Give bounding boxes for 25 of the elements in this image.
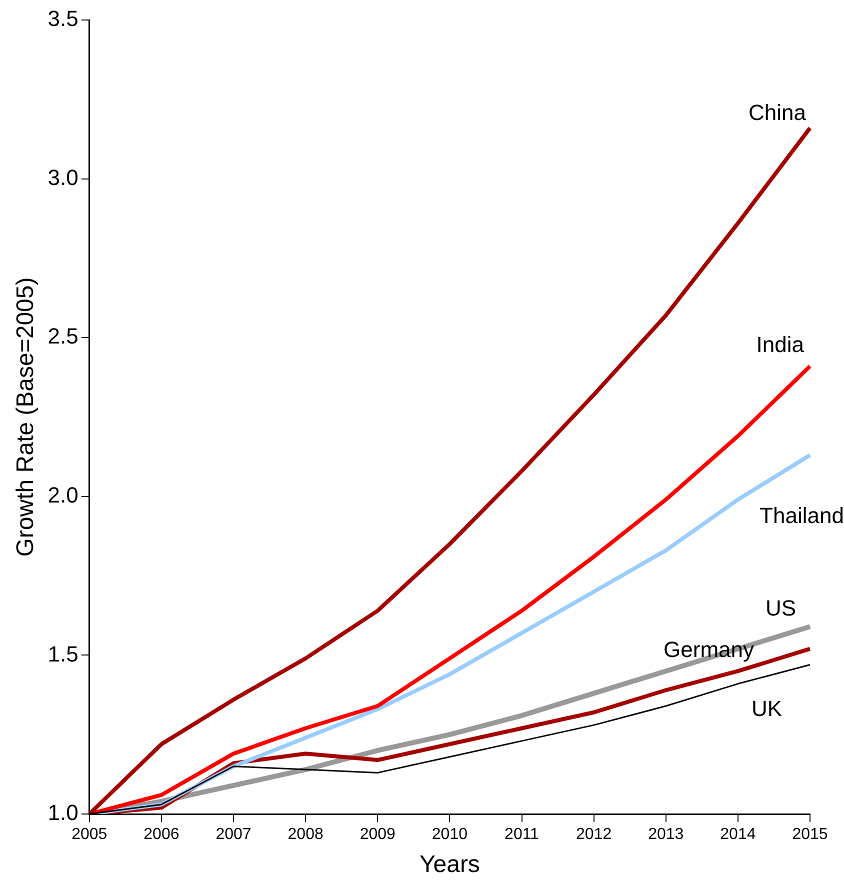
- y-tick-label: 3.0: [48, 164, 78, 190]
- y-tick-label: 2.5: [48, 324, 78, 349]
- x-tick-label: 2005: [72, 826, 108, 844]
- x-tick-label: 2007: [216, 826, 252, 844]
- series-label: China: [748, 100, 807, 126]
- x-tick-label: 2015: [792, 826, 828, 844]
- series-label: US: [765, 596, 796, 621]
- x-axis-title: Years: [419, 851, 480, 878]
- x-tick-label: 2009: [360, 826, 396, 844]
- x-tick-label: 2006: [144, 826, 180, 844]
- series-label: Thailand: [760, 503, 844, 528]
- y-tick-label: 1.0: [48, 800, 78, 826]
- series-label: India: [756, 332, 805, 358]
- x-tick-label: 2011: [504, 826, 540, 844]
- x-tick-label: 2008: [288, 826, 324, 844]
- series-label: Germany: [664, 636, 754, 662]
- y-tick-label: 2.0: [48, 482, 78, 508]
- y-axis-title: Growth Rate (Base=2005): [12, 277, 40, 557]
- y-tick-label: 1.5: [48, 641, 78, 666]
- x-tick-label: 2010: [432, 826, 468, 844]
- x-tick-label: 2013: [648, 826, 684, 844]
- y-tick-label: 3.5: [48, 6, 78, 32]
- series-label: UK: [751, 696, 782, 721]
- x-tick-label: 2012: [576, 826, 612, 844]
- x-tick-label: 2014: [720, 826, 756, 844]
